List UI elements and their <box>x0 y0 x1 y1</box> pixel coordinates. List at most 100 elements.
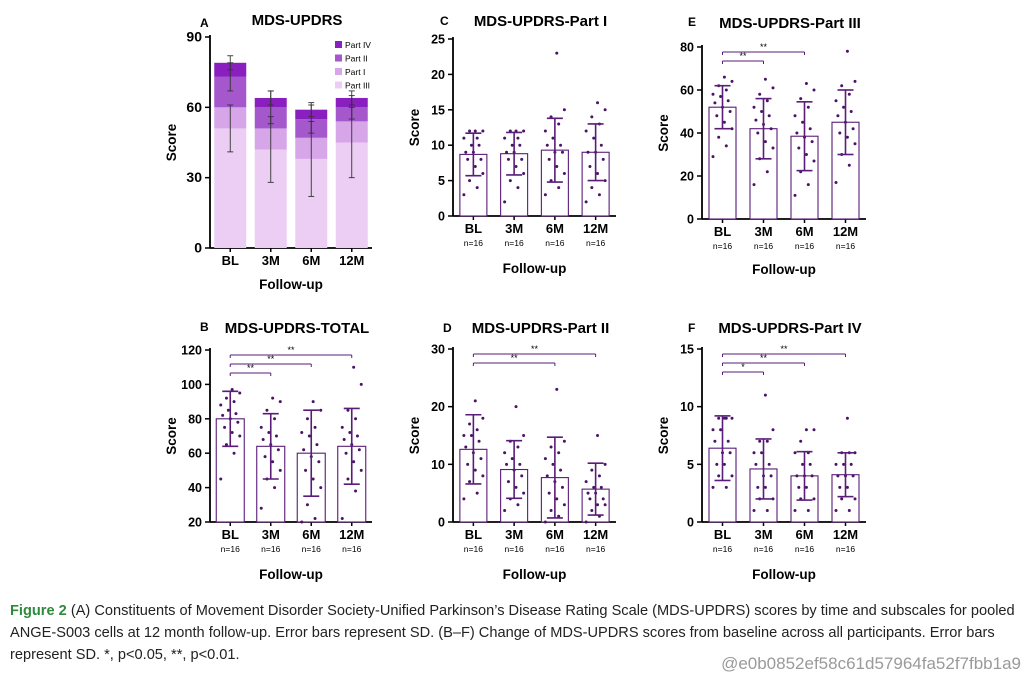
panel-letter: E <box>688 15 696 29</box>
data-point <box>847 92 851 96</box>
data-point <box>468 422 472 426</box>
data-point <box>726 439 730 443</box>
data-point <box>477 143 481 147</box>
data-point <box>520 157 524 161</box>
data-point <box>311 477 315 481</box>
data-point <box>715 114 719 118</box>
data-point <box>808 462 812 466</box>
data-point <box>845 416 849 420</box>
data-point <box>842 105 846 109</box>
data-point <box>261 437 265 441</box>
data-point <box>754 118 758 122</box>
data-point <box>804 485 808 489</box>
data-point <box>543 457 547 461</box>
data-point <box>346 408 350 412</box>
n-label: n=16 <box>342 544 361 554</box>
data-point <box>479 157 483 161</box>
data-point <box>812 88 816 92</box>
data-point <box>836 114 840 118</box>
y-tick-label: 30 <box>186 169 202 185</box>
data-point <box>801 120 805 124</box>
data-point <box>221 413 225 417</box>
data-point <box>510 143 514 147</box>
data-point <box>543 193 547 197</box>
significance-label: ** <box>531 344 539 354</box>
y-tick-label: 0 <box>194 240 202 256</box>
data-point <box>238 391 242 395</box>
n-label: n=16 <box>586 238 605 248</box>
data-point <box>853 79 857 83</box>
data-point <box>219 403 223 407</box>
data-point <box>475 491 479 495</box>
data-point <box>584 480 588 484</box>
data-point <box>278 400 282 404</box>
significance-label: ** <box>511 353 519 363</box>
x-tick-label: BL <box>222 527 239 542</box>
x-tick-label: 12M <box>339 527 364 542</box>
data-point <box>793 114 797 118</box>
data-point <box>340 425 344 429</box>
panel-letter: B <box>200 320 209 334</box>
data-point <box>506 157 510 161</box>
y-axis-title: Score <box>407 108 422 146</box>
data-point <box>804 153 808 156</box>
data-point <box>319 408 323 412</box>
data-point <box>726 99 730 103</box>
data-point <box>603 503 607 507</box>
x-tick-label: 3M <box>754 527 772 542</box>
data-point <box>557 514 561 518</box>
y-tick-label: 60 <box>186 99 202 115</box>
x-tick-label: 3M <box>505 527 523 542</box>
data-point <box>557 122 561 126</box>
data-point <box>765 99 769 103</box>
data-point <box>503 508 507 512</box>
data-point <box>601 497 605 501</box>
data-point <box>730 416 734 420</box>
data-point <box>851 474 855 478</box>
legend-label: Part I <box>345 67 365 77</box>
data-point <box>560 150 564 154</box>
data-point <box>847 508 851 512</box>
chart-title: MDS-UPDRS-Part III <box>719 15 861 32</box>
chart-title: MDS-UPDRS-Part I <box>474 13 607 30</box>
data-point <box>763 393 767 397</box>
data-point <box>804 82 808 86</box>
data-point <box>503 451 507 455</box>
data-point <box>473 129 477 133</box>
data-point <box>354 489 358 493</box>
data-point <box>510 457 514 461</box>
data-point <box>810 140 814 144</box>
data-point <box>599 143 603 147</box>
data-point <box>503 136 507 140</box>
x-axis-title: Follow-up <box>259 567 323 582</box>
data-point <box>810 474 814 478</box>
data-point <box>752 451 756 455</box>
data-point <box>603 108 607 112</box>
n-label: n=16 <box>795 241 814 251</box>
significance-label: ** <box>780 344 788 354</box>
data-point <box>806 183 810 187</box>
data-point <box>722 416 726 420</box>
data-point <box>719 428 723 432</box>
y-tick-label: 20 <box>431 68 445 82</box>
data-point <box>845 49 849 53</box>
data-point <box>853 451 857 455</box>
data-point <box>549 445 553 449</box>
data-point <box>276 448 280 452</box>
data-point <box>758 439 762 443</box>
chart-title: MDS-UPDRS-Part II <box>472 320 610 337</box>
data-point <box>271 460 275 464</box>
data-point <box>584 129 588 133</box>
data-point <box>588 497 592 501</box>
chart-title: MDS-UPDRS-Part IV <box>718 320 861 337</box>
data-point <box>462 193 466 197</box>
data-point <box>592 485 596 489</box>
data-point <box>752 508 756 512</box>
data-point <box>713 439 717 443</box>
n-label: n=16 <box>545 544 564 554</box>
data-point <box>722 120 726 124</box>
data-point <box>462 136 466 140</box>
data-point <box>752 183 756 187</box>
data-point <box>555 164 559 168</box>
x-tick-label: 3M <box>505 221 523 236</box>
